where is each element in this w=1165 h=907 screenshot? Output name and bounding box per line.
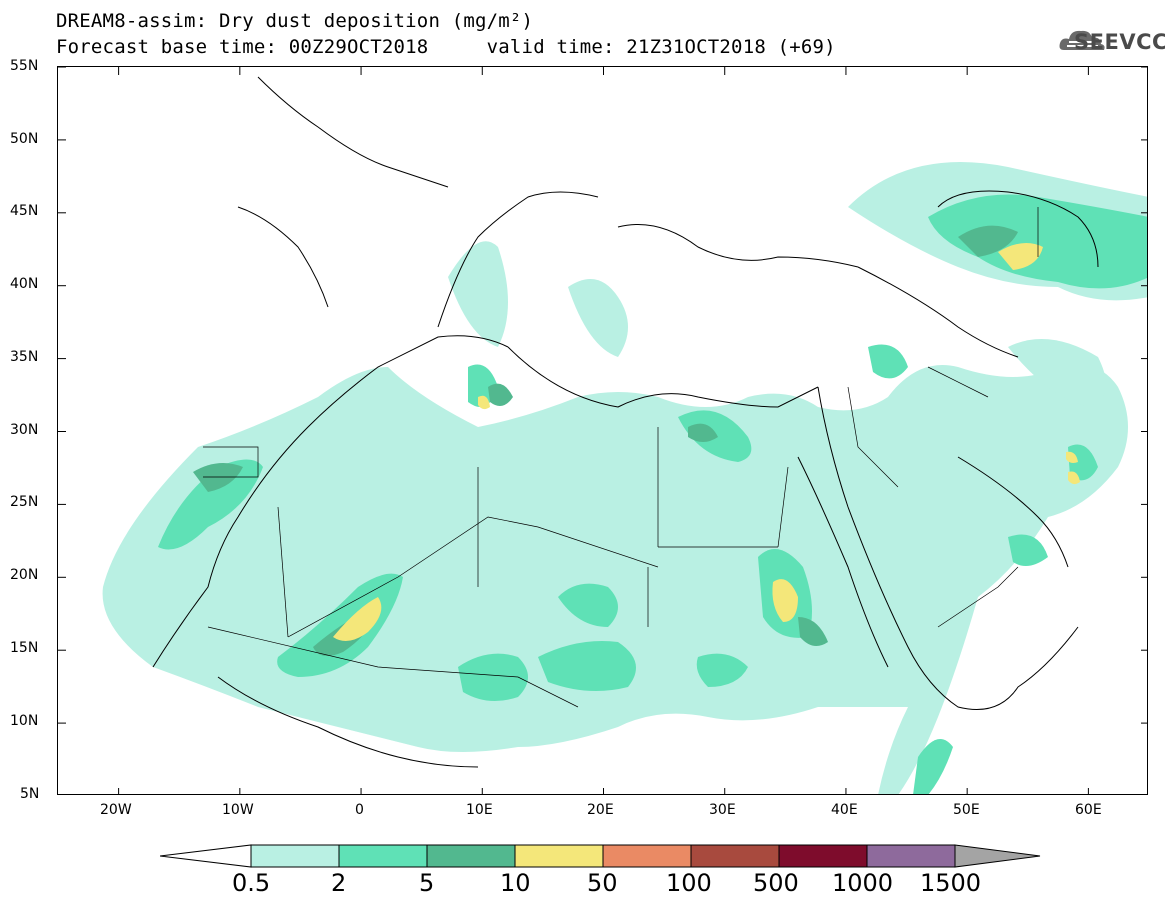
deposition-level-10 [333, 243, 1080, 641]
legend-label: 2 [331, 869, 347, 897]
lat-label: 35N [10, 349, 39, 365]
lat-label: 40N [10, 276, 39, 292]
lon-label: 30E [709, 802, 736, 818]
chart-title: DREAM8-assim: Dry dust deposition (mg/m²… [56, 10, 534, 32]
coastlines [152, 76, 1099, 768]
legend-swatch-1000 [866, 844, 956, 868]
lon-label: 40E [831, 802, 858, 818]
legend-swatch-50 [602, 844, 692, 868]
lat-label: 25N [10, 494, 39, 510]
lat-lon-ticks [58, 67, 1147, 794]
legend-label: 500 [753, 869, 799, 897]
lon-label: 20W [100, 802, 132, 818]
lat-label: 5N [20, 786, 40, 802]
legend-max-arrow [954, 844, 1041, 868]
legend-label: 100 [666, 869, 712, 897]
legend-swatch-10 [514, 844, 604, 868]
legend-min-arrow [160, 844, 252, 868]
legend-swatch-500 [778, 844, 868, 868]
lon-label: 60E [1075, 802, 1102, 818]
legend-swatch-0-5 [250, 844, 340, 868]
lat-label: 45N [10, 203, 39, 219]
legend-swatch-2 [338, 844, 428, 868]
lat-label: 55N [10, 58, 39, 74]
legend-label: 5 [419, 869, 435, 897]
legend-label: 1000 [832, 869, 894, 897]
legend-swatch-5 [426, 844, 516, 868]
lat-label: 10N [10, 713, 39, 729]
lat-label: 30N [10, 422, 39, 438]
lat-label: 20N [10, 567, 39, 583]
legend-label: 1500 [920, 869, 982, 897]
legend-label: 50 [587, 869, 618, 897]
legend-label: 0.5 [232, 869, 271, 897]
legend-label: 10 [500, 869, 531, 897]
country-borders [203, 207, 1039, 708]
dust-deposition-map [58, 67, 1147, 794]
cloud-icon [1059, 30, 1105, 50]
lon-label: 20E [587, 802, 614, 818]
lon-label: 10E [466, 802, 493, 818]
forecast-time-subtitle: Forecast base time: 00Z29OCT2018 valid t… [56, 36, 836, 58]
legend-swatch-100 [690, 844, 780, 868]
lat-label: 15N [10, 640, 39, 656]
lon-label: 0 [355, 802, 364, 818]
lon-label: 10W [222, 802, 254, 818]
lon-label: 50E [953, 802, 980, 818]
map-panel [57, 66, 1148, 795]
logo-text: SEEVCCC [1074, 30, 1165, 54]
color-legend [160, 844, 1041, 868]
lat-label: 50N [10, 131, 39, 147]
